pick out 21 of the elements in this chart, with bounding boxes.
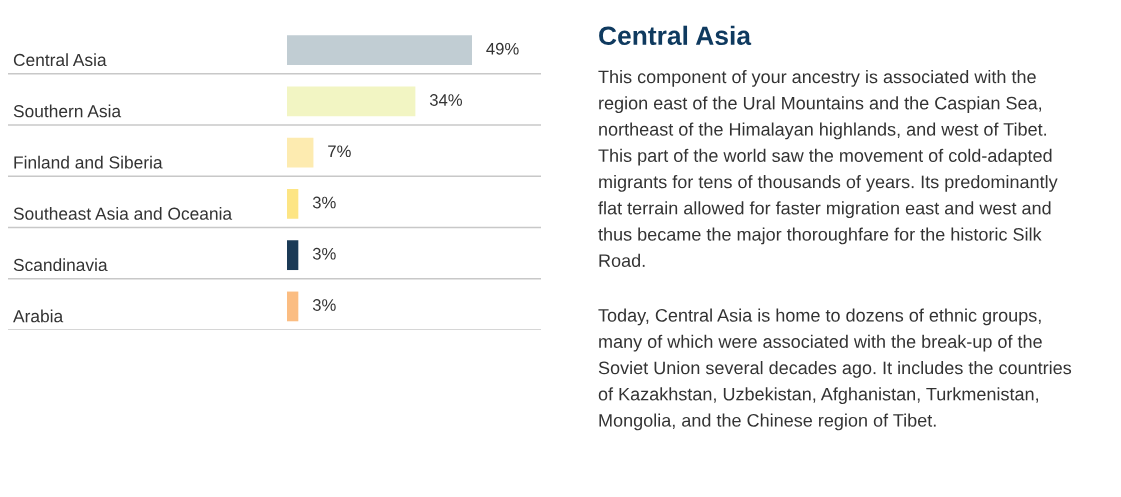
bar — [287, 291, 299, 322]
text: This component of your ancestry is associated with the region east of the Ural Mountains and the Caspian Sea, northeast of the Himalayan highlands, and west of Tibet. This part of the world saw the movement of cold-adapted migrants for tens of thousands of years. Its predominantly flat terrain allowed for faster migration east and west and thus became the major thoroughfare for the historic Silk Road. — [598, 70, 1058, 268]
y-tick-label: Southern Asia — [13, 104, 122, 118]
text: Central Asia — [599, 25, 752, 46]
bar — [287, 35, 472, 66]
data-label: 3% — [312, 196, 336, 209]
y-tick-label: Arabia — [13, 309, 64, 323]
data-label: 3% — [312, 247, 336, 260]
bar — [287, 189, 299, 219]
y-tick-label: Southeast Asia and Oceania — [13, 207, 233, 220]
y-tick-label: Central Asia — [13, 53, 107, 67]
y-tick-label: Finland and Siberia — [14, 155, 163, 169]
data-label: 7% — [328, 145, 351, 158]
bar — [287, 137, 314, 168]
y-tick-label: Scandinavia — [13, 258, 108, 272]
bar — [287, 86, 416, 117]
data-label: 49% — [486, 42, 519, 55]
data-label: 34% — [429, 94, 463, 106]
bar — [287, 240, 299, 271]
data-label: 3% — [312, 299, 336, 311]
text: Today, Central Asia is home to dozens of ethnic groups, many of which were associated with the break-up of the Soviet Union several decades ago. It includes the countries of Kazakhstan, Uzbekistan, Afghanistan, Turkmenistan, Mongolia, and the Chinese region of Tibet. — [598, 308, 1072, 431]
